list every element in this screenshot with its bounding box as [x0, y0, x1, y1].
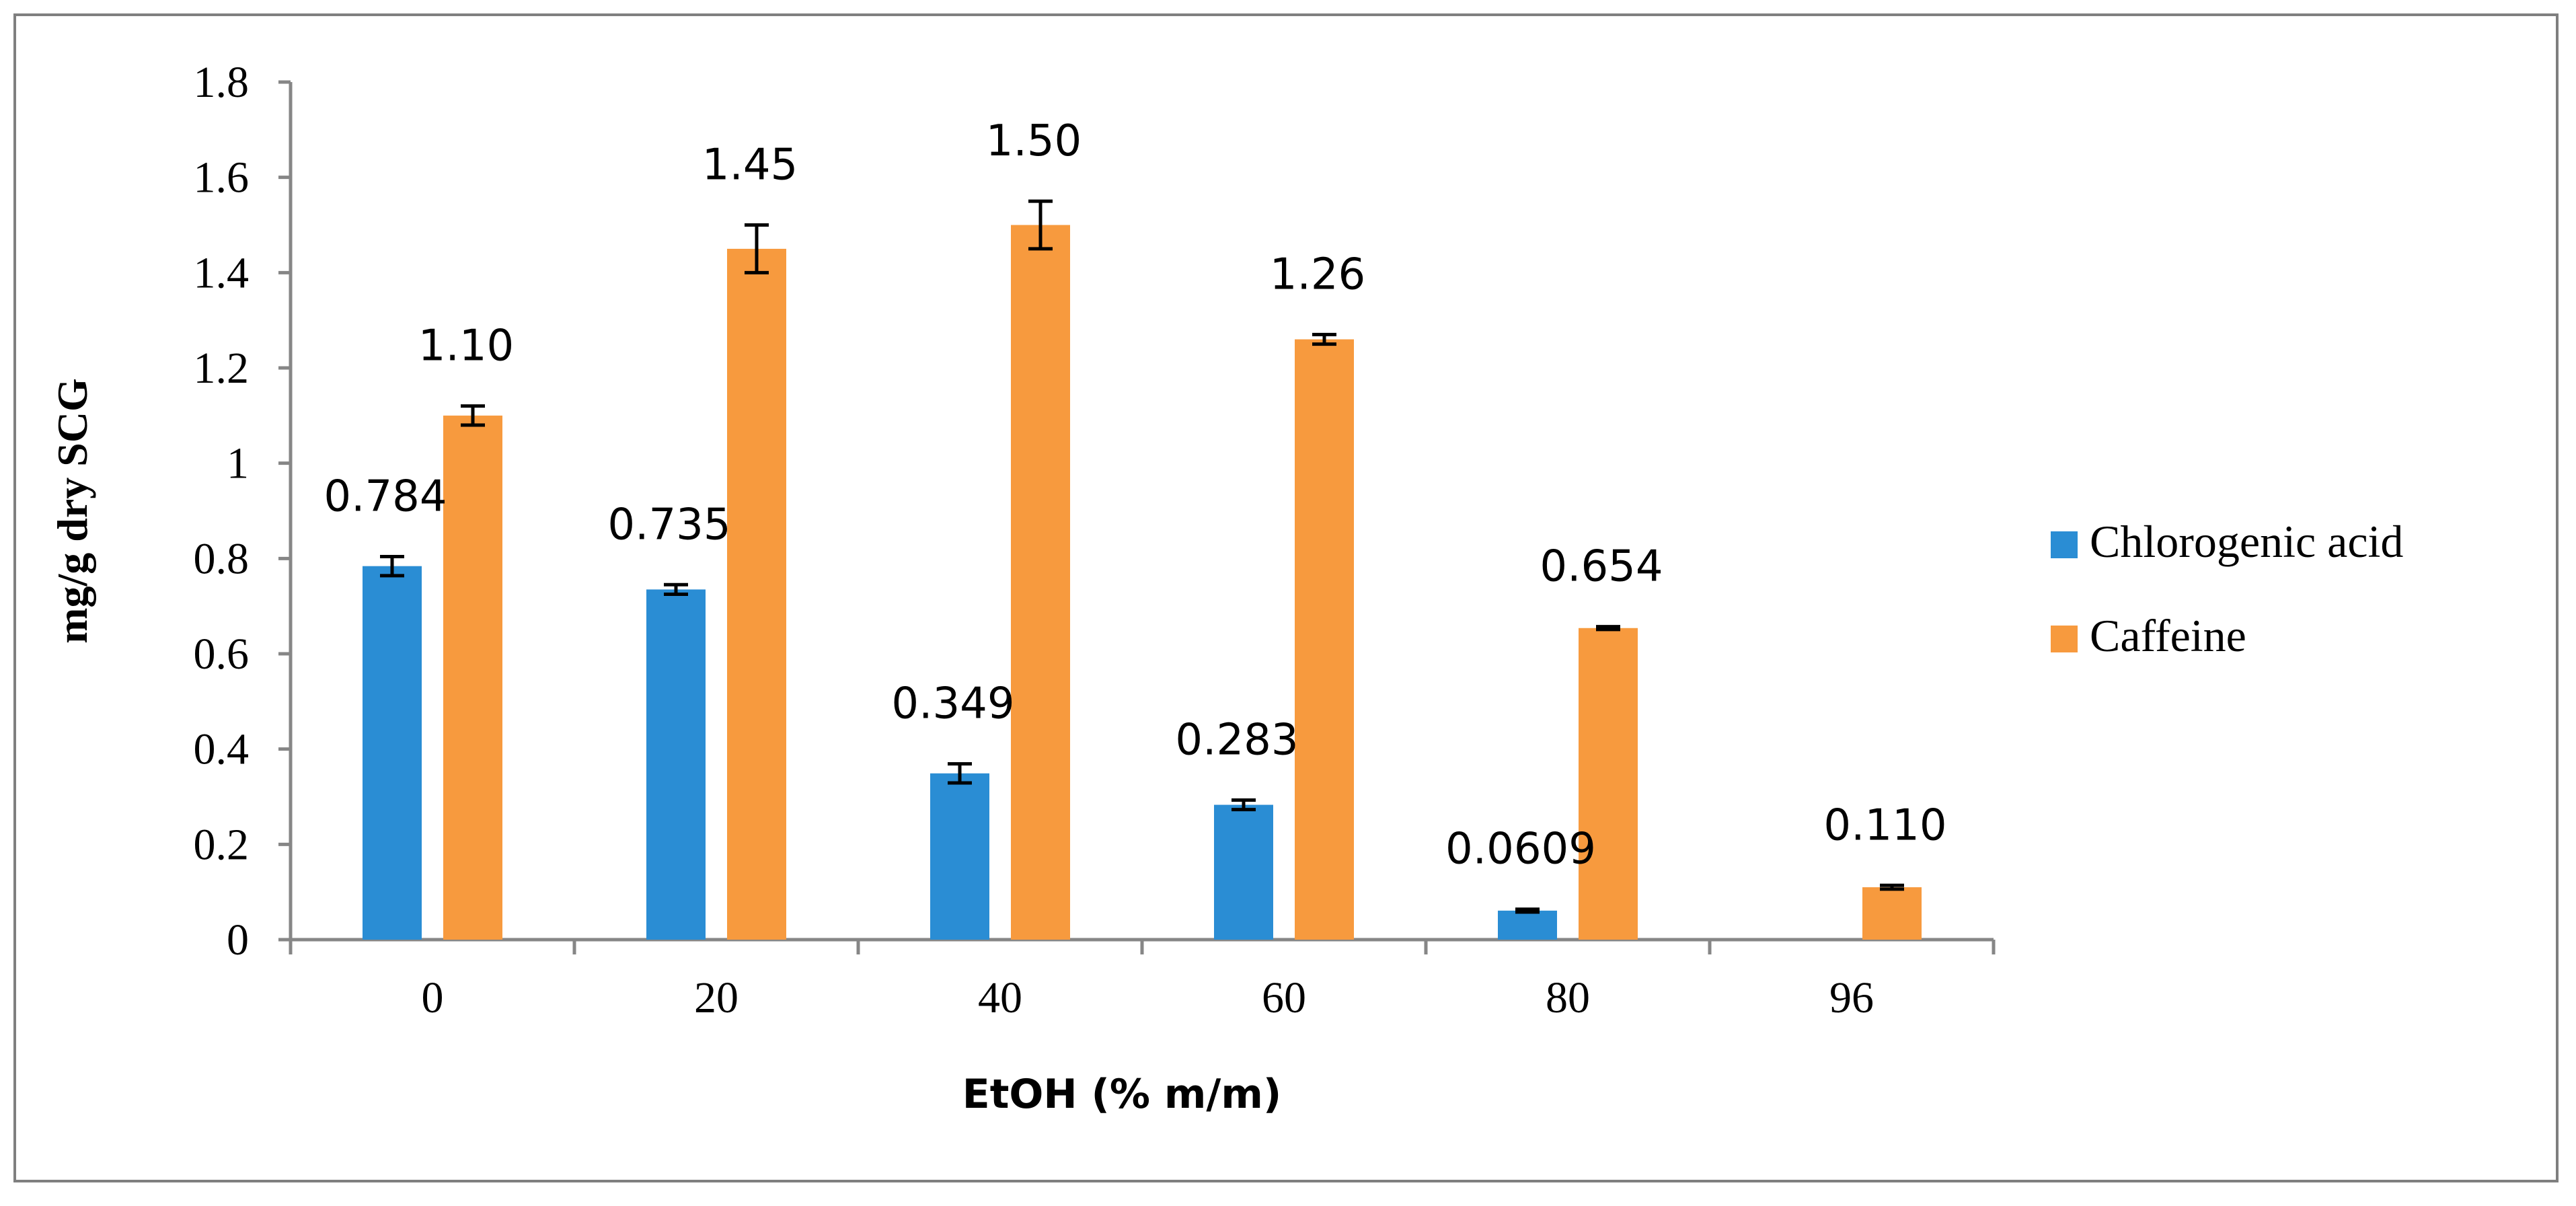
bar-chlorogenic-acid	[1214, 804, 1273, 940]
bar-chlorogenic-acid	[1498, 910, 1557, 940]
bars	[363, 225, 1922, 940]
data-label: 0.110	[1823, 800, 1946, 850]
bar-caffeine	[727, 248, 786, 940]
bar-chlorogenic-acid	[930, 773, 989, 940]
data-label: 1.45	[702, 141, 798, 190]
error-bars	[380, 199, 1904, 914]
y-tick-label: 1.2	[194, 344, 250, 393]
bar-caffeine	[1011, 225, 1070, 940]
legend-label: Chlorogenic acid	[2090, 516, 2403, 567]
bar-caffeine	[1579, 628, 1638, 940]
x-tick-label: 60	[1262, 973, 1306, 1022]
chart-svg: 0 0.2 0.4 0.6 0.8 1 1.2 1.4 1.6 1.8 0 20 40 60 80 96 0…	[48, 58, 2403, 1118]
chart-frame: 0 0.2 0.4 0.6 0.8 1 1.2 1.4 1.6 1.8 0 20 40 60 80 96 0…	[13, 13, 2559, 1182]
y-tick-label: 0.8	[194, 534, 250, 583]
x-tick-label: 80	[1546, 973, 1590, 1022]
y-tick-label: 0	[227, 915, 249, 965]
bar-caffeine	[443, 415, 502, 940]
legend: Chlorogenic acid Caffeine	[2051, 516, 2403, 661]
legend-swatch-chlorogenic-acid	[2051, 531, 2078, 558]
x-tick-label: 40	[978, 973, 1022, 1022]
y-tick-label: 1	[227, 439, 249, 488]
bar-caffeine	[1295, 339, 1354, 940]
y-tick-label: 1.6	[194, 153, 250, 202]
data-label: 1.26	[1270, 250, 1366, 299]
legend-label: Caffeine	[2090, 610, 2246, 661]
y-tick-label: 0.6	[194, 630, 250, 679]
y-tick-label: 0.2	[194, 820, 250, 869]
data-label: 0.349	[891, 679, 1014, 729]
data-label: 0.283	[1175, 715, 1298, 765]
x-axis: 0 20 40 60 80 96	[289, 938, 1996, 1022]
legend-swatch-caffeine	[2051, 626, 2078, 652]
x-axis-title: EtOH (% m/m)	[962, 1071, 1282, 1118]
data-labels: 0.784 0.735 0.349 0.283 0.0609 1.10 1.45 1.50 1.…	[324, 116, 1946, 874]
bar-caffeine	[1862, 887, 1922, 940]
x-tick-label: 96	[1829, 973, 1874, 1022]
data-label: 0.0609	[1445, 825, 1596, 874]
data-label: 0.654	[1540, 542, 1663, 592]
y-tick-label: 1.4	[194, 248, 250, 297]
data-label: 0.784	[324, 472, 447, 522]
x-tick-label: 20	[694, 973, 738, 1022]
y-tick-label: 0.4	[194, 725, 250, 774]
x-tick-label: 0	[422, 973, 444, 1022]
data-label: 1.50	[986, 116, 1082, 166]
data-label: 0.735	[607, 500, 730, 550]
y-axis-title: mg/g dry SCG	[48, 378, 96, 644]
y-tick-label: 1.8	[194, 58, 250, 107]
bar-chlorogenic-acid	[363, 566, 422, 940]
data-label: 1.10	[418, 322, 515, 371]
y-axis: 0 0.2 0.4 0.6 0.8 1 1.2 1.4 1.6 1.8	[194, 58, 293, 965]
bar-chlorogenic-acid	[646, 589, 706, 940]
